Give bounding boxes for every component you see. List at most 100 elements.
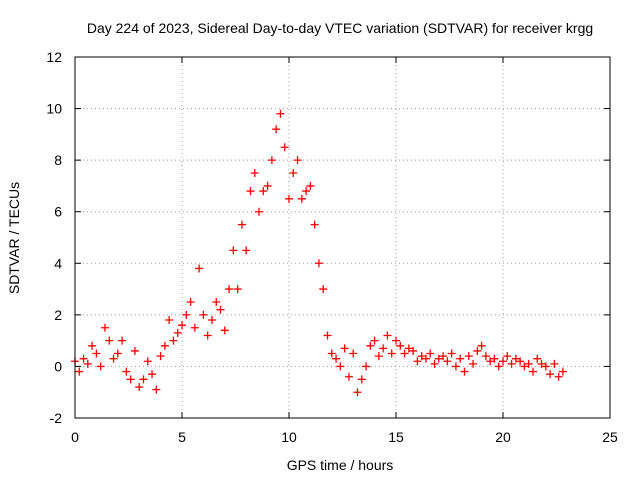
data-point [421, 354, 430, 363]
data-point [443, 357, 452, 366]
data-point [246, 187, 255, 196]
data-point [370, 336, 379, 345]
y-tick-label: 2 [54, 307, 62, 323]
data-point [203, 331, 212, 340]
data-point [477, 341, 486, 350]
data-point [481, 352, 490, 361]
data-point [460, 367, 469, 376]
data-point [212, 297, 221, 306]
data-point [255, 207, 264, 216]
data-point [516, 357, 525, 366]
x-tick-labels: 0 5 10 15 20 25 [71, 429, 618, 445]
data-point [332, 354, 341, 363]
data-point [409, 346, 418, 355]
data-point [374, 352, 383, 361]
plot-frame [74, 56, 611, 419]
data-point [280, 143, 289, 152]
x-tick-label: 15 [388, 429, 404, 445]
data-point [297, 194, 306, 203]
data-point [490, 354, 499, 363]
data-point [456, 354, 465, 363]
data-point [349, 349, 358, 358]
data-point [469, 359, 478, 368]
data-point [126, 375, 135, 384]
data-point [178, 321, 186, 330]
data-point [182, 310, 191, 319]
data-point [327, 349, 336, 358]
data-point [156, 352, 165, 361]
data-point [550, 359, 559, 368]
data-point [426, 349, 435, 358]
data-point [130, 346, 139, 355]
data-point [220, 326, 229, 335]
y-tick-label: 8 [54, 152, 62, 168]
data-point [387, 349, 396, 358]
data-point [451, 362, 460, 371]
data-point [122, 367, 131, 376]
data-point [267, 156, 276, 165]
data-point [434, 354, 443, 363]
data-point [88, 341, 97, 350]
data-point [319, 285, 328, 294]
x-axis-label: GPS time / hours [287, 457, 394, 473]
x-tick-label: 20 [495, 429, 511, 445]
y-tick-label: 6 [54, 204, 62, 220]
data-point [190, 323, 199, 332]
chart-title: Day 224 of 2023, Sidereal Day-to-day VTE… [87, 20, 593, 36]
data-point [293, 156, 302, 165]
data-point [83, 359, 92, 368]
data-point [75, 367, 84, 376]
data-point [392, 336, 400, 345]
y-tick-label: -2 [50, 410, 63, 426]
data-point [225, 285, 234, 294]
data-point [396, 341, 405, 350]
data-point [473, 346, 482, 355]
data-point [486, 357, 495, 366]
x-tick-label: 5 [178, 429, 186, 445]
data-point [165, 316, 174, 325]
y-axis-label: SDTVAR / TECUs [6, 182, 22, 294]
data-point [558, 367, 567, 376]
data-point [366, 341, 375, 350]
data-point [233, 285, 242, 294]
data-point [289, 169, 298, 178]
data-point [541, 362, 550, 371]
data-point [447, 349, 456, 358]
data-point [362, 362, 371, 371]
data-point [118, 336, 127, 345]
data-point [357, 375, 366, 384]
data-point [143, 357, 152, 366]
axis-ticks [74, 56, 611, 419]
data-point [285, 194, 293, 203]
data-point [413, 357, 422, 366]
data-point [417, 352, 426, 361]
data-point [507, 359, 516, 368]
data-point [195, 264, 204, 273]
data-point [520, 362, 529, 371]
data-point [169, 336, 178, 345]
data-points [71, 109, 567, 397]
data-point [263, 181, 272, 190]
data-point [533, 354, 542, 363]
data-point [135, 383, 144, 392]
data-point [404, 344, 413, 353]
data-point [96, 362, 105, 371]
data-point [160, 341, 169, 350]
data-point [323, 331, 332, 340]
data-point [79, 354, 88, 363]
data-point [109, 354, 118, 363]
data-point [199, 310, 208, 319]
data-point [310, 220, 319, 229]
data-point [528, 367, 537, 376]
data-point [237, 220, 246, 229]
data-point [537, 359, 546, 368]
data-point [314, 259, 323, 268]
y-tick-label: 4 [54, 255, 62, 271]
data-point [400, 349, 409, 358]
data-point [306, 181, 315, 190]
data-point [302, 187, 311, 196]
y-tick-label: 12 [46, 49, 62, 65]
data-point [139, 375, 148, 384]
data-point [554, 372, 563, 381]
data-point [439, 352, 448, 361]
